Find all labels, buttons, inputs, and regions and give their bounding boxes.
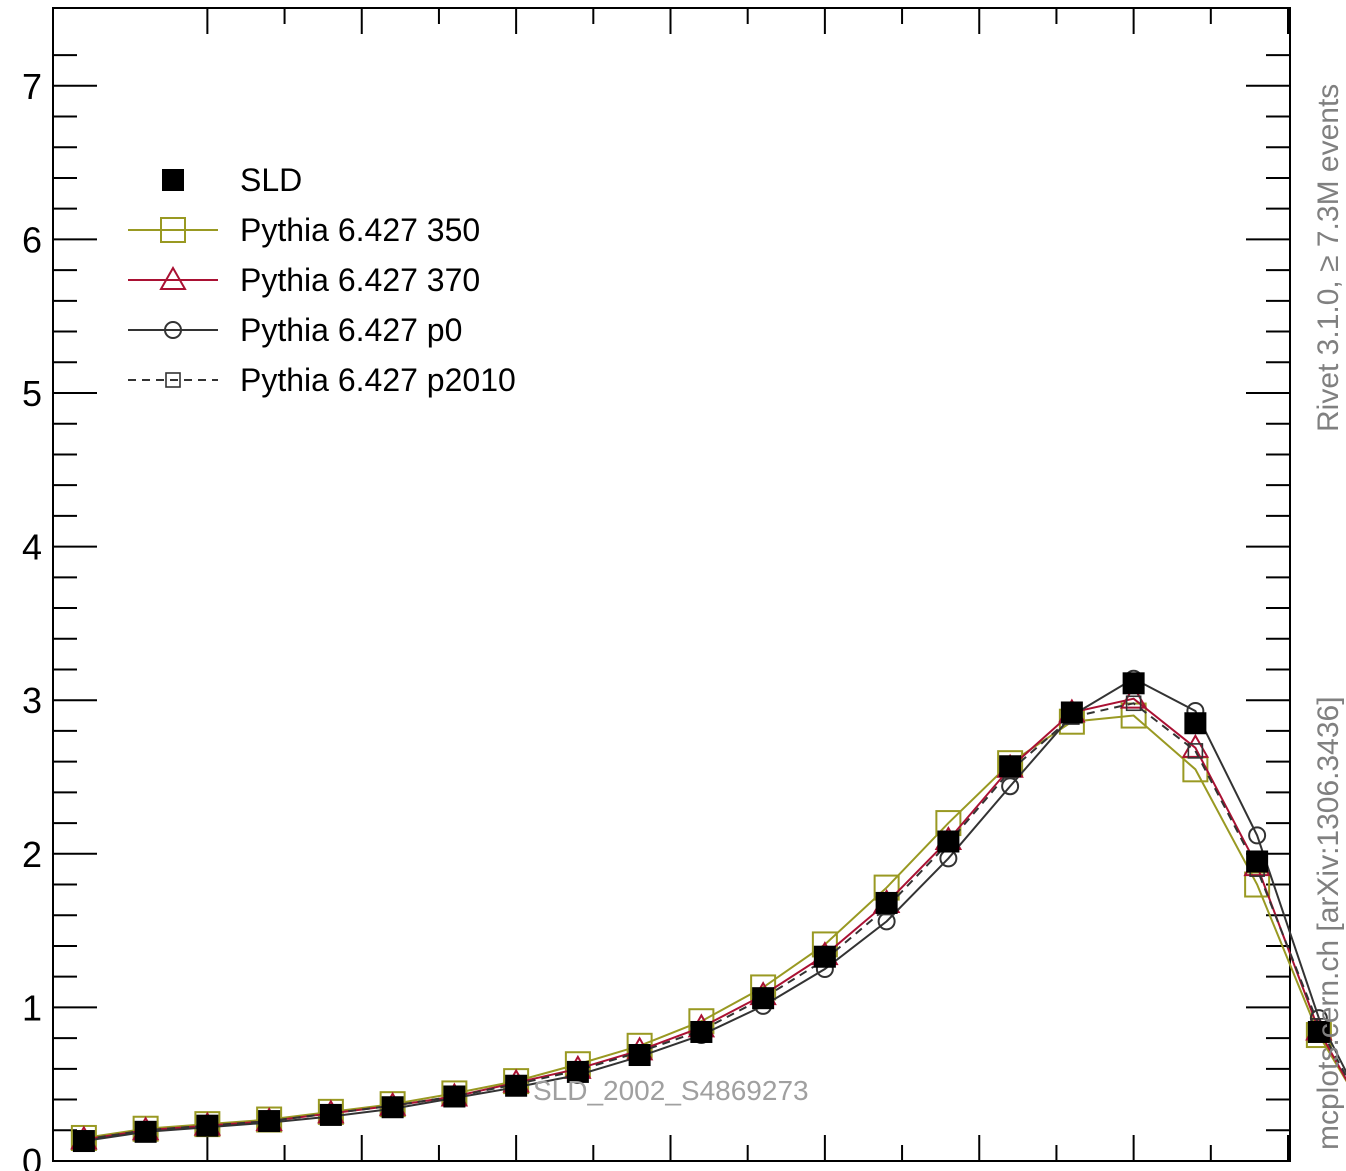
data-point bbox=[381, 1096, 404, 1119]
data-point bbox=[1184, 712, 1207, 735]
series-line bbox=[83, 702, 1346, 1141]
series-sld bbox=[72, 672, 1330, 1153]
data-point bbox=[505, 1074, 528, 1097]
y-tick-label: 5 bbox=[22, 373, 42, 414]
data-point bbox=[165, 372, 181, 388]
legend-label: Pythia 6.427 p2010 bbox=[240, 362, 516, 398]
series-layer bbox=[70, 669, 1346, 1153]
data-point bbox=[1248, 826, 1267, 845]
data-point bbox=[159, 265, 187, 290]
data-point bbox=[813, 945, 836, 968]
data-point bbox=[1181, 733, 1210, 758]
data-point bbox=[196, 1114, 219, 1137]
data-point bbox=[1244, 871, 1271, 898]
data-point bbox=[1122, 672, 1145, 695]
legend-label: Pythia 6.427 p0 bbox=[240, 312, 462, 348]
legend-label: Pythia 6.427 350 bbox=[240, 212, 480, 248]
data-point bbox=[72, 1130, 95, 1153]
series-line bbox=[83, 677, 1346, 1143]
legend-item: Pythia 6.427 p2010 bbox=[128, 362, 516, 398]
legend-label: Pythia 6.427 370 bbox=[240, 262, 480, 298]
data-point bbox=[1246, 850, 1269, 873]
y-tick-label: 0 bbox=[22, 1141, 42, 1171]
data-point bbox=[1125, 695, 1142, 712]
y-tick-label: 6 bbox=[22, 219, 42, 260]
data-point bbox=[1307, 1020, 1330, 1043]
data-point bbox=[628, 1044, 651, 1067]
data-point bbox=[258, 1110, 281, 1133]
data-point bbox=[164, 321, 182, 339]
plot-frame bbox=[52, 7, 1291, 1162]
rivet-info-text: Rivet 3.1.0, ≥ 7.3M events bbox=[1312, 84, 1345, 432]
data-point bbox=[160, 217, 186, 243]
legend-item: Pythia 6.427 p0 bbox=[128, 312, 462, 348]
legend-label: SLD bbox=[240, 162, 302, 198]
legend: SLD Pythia 6.427 350 Pythia 6.427 370 Pythi… bbox=[128, 162, 516, 398]
data-point bbox=[1119, 684, 1148, 709]
y-tick-labels: 0 1 2 3 4 5 6 7 bbox=[22, 66, 42, 1171]
legend-item: Pythia 6.427 370 bbox=[128, 262, 480, 298]
data-point bbox=[875, 891, 898, 914]
data-point bbox=[566, 1060, 589, 1083]
y-tick-label: 4 bbox=[22, 527, 42, 568]
data-point bbox=[319, 1103, 342, 1126]
series-line bbox=[83, 714, 1346, 1139]
data-point bbox=[162, 169, 184, 191]
analysis-annotation: SLD_2002_S4869273 bbox=[533, 1075, 809, 1106]
data-point bbox=[752, 987, 775, 1010]
legend-item: Pythia 6.427 350 bbox=[128, 212, 480, 248]
mcplots-source-text: mcplots.cern.ch [arXiv:1306.3436] bbox=[1312, 696, 1345, 1150]
legend-item: SLD bbox=[162, 162, 302, 198]
y-tick-label: 1 bbox=[22, 987, 42, 1028]
data-point bbox=[443, 1085, 466, 1108]
y-tick-label: 7 bbox=[22, 66, 42, 107]
y-tick-label: 3 bbox=[22, 680, 42, 721]
data-point bbox=[937, 830, 960, 853]
data-point bbox=[1187, 743, 1204, 759]
data-point bbox=[999, 755, 1022, 778]
y-tick-label: 2 bbox=[22, 834, 42, 875]
data-point bbox=[1060, 701, 1083, 724]
data-point bbox=[690, 1020, 713, 1043]
data-point bbox=[134, 1120, 157, 1143]
